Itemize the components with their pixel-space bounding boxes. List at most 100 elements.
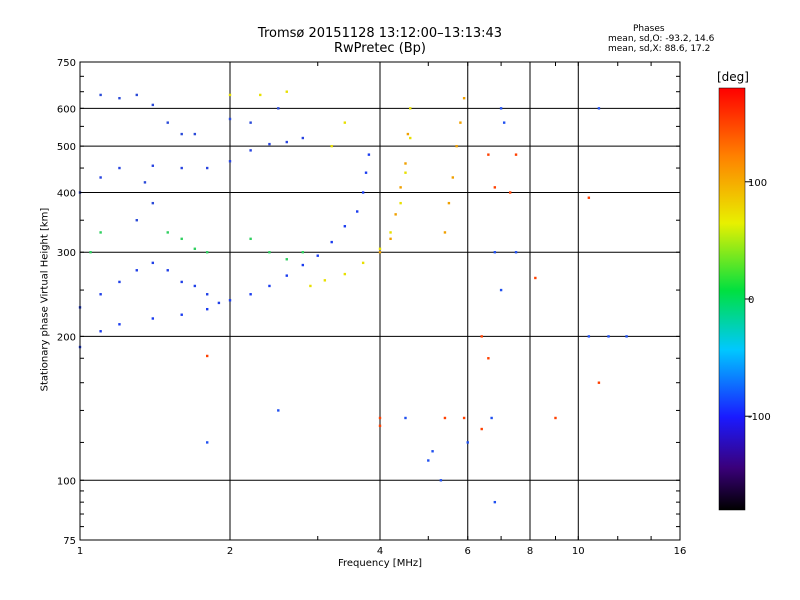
data-point <box>447 201 451 205</box>
data-point <box>135 93 138 97</box>
data-point <box>228 117 232 121</box>
data-point <box>249 293 252 296</box>
data-point <box>508 191 512 194</box>
data-point <box>118 280 121 284</box>
data-point <box>404 416 407 420</box>
data-point <box>301 251 305 254</box>
data-point <box>99 176 102 179</box>
data-point <box>268 251 271 254</box>
data-point <box>301 263 305 267</box>
data-point <box>502 121 506 124</box>
data-points <box>78 90 628 504</box>
data-point <box>389 231 392 234</box>
colorbar <box>718 87 746 511</box>
data-point <box>343 225 347 228</box>
data-point <box>228 160 232 163</box>
data-point <box>431 450 434 453</box>
data-point <box>205 307 209 311</box>
data-point <box>389 237 392 241</box>
data-point <box>451 176 455 179</box>
data-point <box>466 441 469 444</box>
data-point <box>480 335 483 338</box>
colorbar-label: [deg] <box>717 70 749 84</box>
data-point <box>534 276 537 280</box>
data-point <box>99 93 102 97</box>
data-point <box>406 132 410 136</box>
data-point <box>277 107 280 110</box>
data-point <box>499 288 503 292</box>
data-point <box>285 90 288 93</box>
data-point <box>493 186 497 189</box>
data-point <box>259 93 262 97</box>
data-point <box>480 427 483 431</box>
x-tick-label: 10 <box>572 546 585 557</box>
x-tick-label: 16 <box>674 546 687 557</box>
data-point <box>499 107 503 110</box>
data-point <box>151 261 155 265</box>
data-point <box>554 416 557 420</box>
y-axis-label: Stationary phase Virtual Height [km] <box>39 207 51 392</box>
data-point <box>487 357 490 360</box>
data-point <box>249 149 252 152</box>
data-point <box>118 323 121 326</box>
data-point <box>180 237 183 241</box>
data-point <box>394 213 397 216</box>
data-point <box>228 93 232 97</box>
data-point <box>228 299 232 302</box>
data-point <box>455 144 458 148</box>
data-point <box>285 274 288 277</box>
data-point <box>249 121 252 124</box>
data-point <box>367 153 371 156</box>
y-tick-label: 750 <box>57 58 76 69</box>
data-point <box>355 210 359 213</box>
data-point <box>166 269 169 272</box>
y-tick-label: 600 <box>57 104 76 115</box>
data-point <box>135 219 138 222</box>
data-point <box>151 164 155 167</box>
y-tick-label: 500 <box>57 142 76 153</box>
data-point <box>180 166 183 170</box>
colorbar-tick-label: -100 <box>748 412 771 423</box>
data-point <box>143 181 147 184</box>
data-point <box>166 121 169 124</box>
data-point <box>364 171 368 174</box>
data-point <box>330 144 333 148</box>
data-point <box>462 96 466 100</box>
data-point <box>135 269 138 272</box>
data-point <box>301 136 305 140</box>
stats-x-line: mean, sd,X: 88.6, 17.2 <box>608 44 711 54</box>
data-point <box>514 251 518 254</box>
y-tick-label: 300 <box>57 248 76 259</box>
y-tick-label: 400 <box>57 188 76 199</box>
data-point <box>285 258 288 261</box>
data-point <box>330 240 333 244</box>
data-point <box>205 441 209 444</box>
data-point <box>205 166 209 170</box>
data-point <box>118 96 121 100</box>
data-point <box>205 293 209 296</box>
data-point <box>343 121 347 124</box>
data-point <box>268 142 271 146</box>
data-point <box>597 381 601 384</box>
y-axis-ticks: 75 100 200 300 400 500 600 750 <box>57 58 680 547</box>
data-point <box>404 171 407 174</box>
data-point <box>378 416 382 420</box>
data-point <box>409 107 412 110</box>
colorbar-tick-label: 100 <box>748 178 767 189</box>
x-tick-label: 6 <box>465 546 471 557</box>
data-point <box>625 335 628 338</box>
data-point <box>99 293 102 296</box>
data-point <box>316 254 319 257</box>
colorbar-tick-label: 0 <box>748 295 754 306</box>
x-tick-label: 2 <box>227 546 233 557</box>
data-point <box>404 162 407 165</box>
data-point <box>399 186 402 189</box>
data-point <box>323 279 327 282</box>
stats-header: Phases <box>633 24 665 34</box>
data-point <box>151 201 155 205</box>
data-point <box>151 103 155 107</box>
data-point <box>180 313 183 316</box>
data-point <box>99 231 102 234</box>
colorbar-ticks: 100 0 -100 <box>745 178 771 423</box>
chart-subtitle: RwPretec (Bp) <box>333 41 427 56</box>
